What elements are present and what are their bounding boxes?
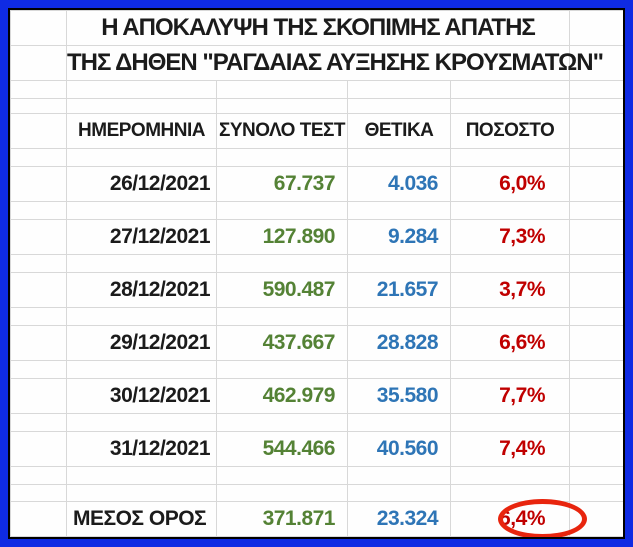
percentage-cell: 7,4%: [450, 431, 570, 467]
date-cell: 29/12/2021: [66, 325, 217, 361]
total-tests-cell: 437.667: [216, 325, 348, 361]
empty-cell: [10, 272, 67, 308]
empty-cell: [10, 501, 67, 537]
spacer-row: [10, 254, 623, 273]
positives-cell: 21.657: [347, 272, 451, 308]
empty-cell: [569, 166, 623, 202]
spreadsheet-area: Η ΑΠΟΚΑΛΥΨΗ ΤΗΣ ΣΚΟΠΙΜΗΣ ΑΠΑΤΗΣ ΤΗΣ ΔΗΘΕ…: [8, 8, 625, 539]
empty-cell: [10, 113, 67, 149]
summary-row: ΜΕΣΟΣ ΟΡΟΣ 371.871 23.324 6,4%: [10, 499, 623, 537]
spacer-row: [10, 484, 623, 502]
spacer-row: [10, 80, 623, 99]
spacer-row: [10, 148, 623, 167]
summary-percentage-value: 6,4%: [499, 507, 545, 530]
total-tests-cell: 462.979: [216, 378, 348, 414]
empty-cell: [10, 166, 67, 202]
spacer-row: [10, 98, 623, 114]
spacer-row: [10, 307, 623, 326]
total-tests-cell: 127.890: [216, 219, 348, 255]
percentage-cell: 7,7%: [450, 378, 570, 414]
empty-cell: [569, 431, 623, 467]
spacer-row: [10, 201, 623, 220]
positives-cell: 35.580: [347, 378, 451, 414]
total-tests-cell: 67.737: [216, 166, 348, 202]
summary-total-tests-cell: 371.871: [216, 501, 348, 537]
title-line-1: Η ΑΠΟΚΑΛΥΨΗ ΤΗΣ ΣΚΟΠΙΜΗΣ ΑΠΑΤΗΣ: [66, 10, 570, 46]
column-header-row: ΗΜΕΡΟΜΗΝΙΑ ΣΥΝΟΛΟ ΤΕΣΤ ΘΕΤΙΚΑ ΠΟΣΟΣΤΟ: [10, 113, 623, 149]
data-table: Η ΑΠΟΚΑΛΥΨΗ ΤΗΣ ΣΚΟΠΙΜΗΣ ΑΠΑΤΗΣ ΤΗΣ ΔΗΘΕ…: [10, 10, 623, 537]
total-tests-cell: 590.487: [216, 272, 348, 308]
column-header-total-tests: ΣΥΝΟΛΟ ΤΕΣΤ: [216, 113, 348, 149]
title-row-2: ΤΗΣ ΔΗΘΕΝ "ΡΑΓΔΑΙΑΣ ΑΥΞΗΣΗΣ ΚΡΟΥΣΜΑΤΩΝ": [10, 45, 623, 81]
data-rows-section: 26/12/2021 67.737 4.036 6,0% 27/12/2021 …: [10, 166, 623, 485]
empty-cell: [10, 431, 67, 467]
percentage-cell: 6,6%: [450, 325, 570, 361]
positives-cell: 4.036: [347, 166, 451, 202]
date-cell: 28/12/2021: [66, 272, 217, 308]
title-section: Η ΑΠΟΚΑΛΥΨΗ ΤΗΣ ΣΚΟΠΙΜΗΣ ΑΠΑΤΗΣ ΤΗΣ ΔΗΘΕ…: [10, 10, 623, 167]
spacer-row: [10, 413, 623, 432]
positives-cell: 9.284: [347, 219, 451, 255]
summary-percentage-cell: 6,4%: [450, 499, 587, 537]
empty-cell: [10, 219, 67, 255]
percentage-cell: 6,0%: [450, 166, 570, 202]
table-row: 29/12/2021 437.667 28.828 6,6%: [10, 325, 623, 361]
table-row: 27/12/2021 127.890 9.284 7,3%: [10, 219, 623, 255]
empty-cell: [569, 325, 623, 361]
date-cell: 31/12/2021: [66, 431, 217, 467]
column-header-positives: ΘΕΤΙΚΑ: [347, 113, 451, 149]
column-header-percentage: ΠΟΣΟΣΤΟ: [450, 113, 570, 149]
date-cell: 27/12/2021: [66, 219, 217, 255]
empty-cell: [569, 501, 623, 537]
empty-cell: [569, 113, 623, 149]
column-header-date: ΗΜΕΡΟΜΗΝΙΑ: [66, 113, 217, 149]
empty-cell: [569, 272, 623, 308]
positives-cell: 40.560: [347, 431, 451, 467]
spacer-row: [10, 466, 623, 485]
spacer-row: [10, 536, 623, 537]
table-row: 31/12/2021 544.466 40.560 7,4%: [10, 431, 623, 467]
spacer-row: [10, 360, 623, 379]
summary-label: ΜΕΣΟΣ ΟΡΟΣ: [66, 501, 217, 537]
percentage-cell: 3,7%: [450, 272, 570, 308]
title-line-2: ΤΗΣ ΔΗΘΕΝ "ΡΑΓΔΑΙΑΣ ΑΥΞΗΣΗΣ ΚΡΟΥΣΜΑΤΩΝ": [66, 45, 604, 81]
empty-cell: [10, 325, 67, 361]
table-row: 26/12/2021 67.737 4.036 6,0%: [10, 166, 623, 202]
date-cell: 30/12/2021: [66, 378, 217, 414]
table-row: 30/12/2021 462.979 35.580 7,7%: [10, 378, 623, 414]
percentage-cell: 7,3%: [450, 219, 570, 255]
summary-section: ΜΕΣΟΣ ΟΡΟΣ 371.871 23.324 6,4%: [10, 484, 623, 537]
total-tests-cell: 544.466: [216, 431, 348, 467]
date-cell: 26/12/2021: [66, 166, 217, 202]
table-row: 28/12/2021 590.487 21.657 3,7%: [10, 272, 623, 308]
empty-cell: [10, 10, 67, 46]
empty-cell: [569, 10, 623, 46]
empty-cell: [10, 45, 67, 81]
empty-cell: [569, 219, 623, 255]
title-row-1: Η ΑΠΟΚΑΛΥΨΗ ΤΗΣ ΣΚΟΠΙΜΗΣ ΑΠΑΤΗΣ: [10, 10, 623, 46]
empty-cell: [10, 378, 67, 414]
summary-positives-cell: 23.324: [347, 501, 451, 537]
positives-cell: 28.828: [347, 325, 451, 361]
empty-cell: [569, 378, 623, 414]
